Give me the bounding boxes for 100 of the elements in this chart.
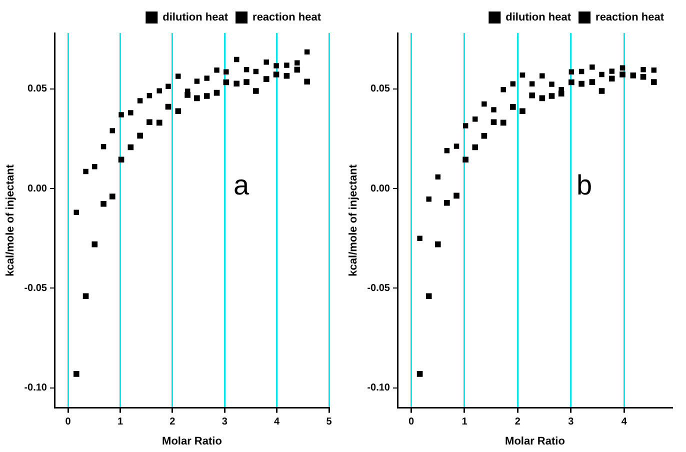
point <box>462 123 468 128</box>
y-tick-label: 0.05 <box>370 84 390 95</box>
x-tick-label: 5 <box>326 416 332 428</box>
point <box>472 144 478 150</box>
y-tick-label: -0.10 <box>367 382 390 394</box>
x-tick-label: 3 <box>568 416 574 428</box>
point <box>128 144 134 150</box>
x-tick-label: 3 <box>222 416 228 428</box>
point <box>284 72 290 79</box>
annotation: b <box>576 169 592 200</box>
y-tick-label: -0.05 <box>367 282 390 294</box>
point <box>175 108 182 114</box>
point <box>194 78 200 84</box>
point <box>444 148 450 154</box>
point <box>640 74 646 80</box>
y-tick-label: 0.00 <box>28 183 48 194</box>
point <box>304 78 310 85</box>
x-tick-label: 1 <box>117 416 124 428</box>
point <box>224 69 229 74</box>
x-tick-label: 2 <box>170 416 176 428</box>
point <box>100 200 106 207</box>
point <box>83 168 88 174</box>
point <box>529 81 535 86</box>
point <box>620 65 626 71</box>
legend-label: reaction heat <box>252 12 322 24</box>
point <box>651 79 657 85</box>
point <box>454 192 460 199</box>
point <box>92 164 98 170</box>
point <box>274 63 279 68</box>
point <box>539 95 546 102</box>
point <box>146 119 152 126</box>
point <box>253 68 259 74</box>
point <box>548 93 555 99</box>
y-tick-label: 0.05 <box>28 84 48 95</box>
point <box>223 79 230 86</box>
point <box>589 79 596 85</box>
point <box>578 80 584 87</box>
x-axis-title: Molar Ratio <box>162 435 222 448</box>
point <box>100 144 106 150</box>
point <box>156 88 162 94</box>
x-tick-label: 2 <box>514 416 521 428</box>
point <box>176 74 181 79</box>
point <box>500 87 506 92</box>
point <box>118 112 124 118</box>
point <box>156 120 162 126</box>
point <box>214 67 220 73</box>
point <box>184 88 190 94</box>
x-axis-title: Molar Ratio <box>505 435 566 448</box>
y-tick-label: -0.10 <box>24 382 48 394</box>
y-tick-label: 0.00 <box>370 183 390 194</box>
point <box>234 80 240 87</box>
legend-label: dilution heat <box>162 12 228 24</box>
y-tick-label: -0.05 <box>24 282 48 294</box>
point <box>263 76 270 82</box>
point <box>434 241 441 248</box>
point <box>82 293 89 300</box>
point <box>204 93 210 99</box>
point <box>529 92 535 98</box>
point <box>462 156 468 162</box>
point <box>416 371 423 377</box>
point <box>568 69 574 74</box>
point <box>118 156 124 162</box>
point <box>599 72 604 78</box>
point <box>481 132 488 139</box>
y-axis-title: kcal/mole of injectant <box>348 164 360 276</box>
legend-label: dilution heat <box>506 12 572 24</box>
point <box>609 68 614 74</box>
point <box>214 90 220 96</box>
legend-label: reaction heat <box>596 12 664 24</box>
point <box>490 119 497 126</box>
x-tick-label: 4 <box>621 416 628 428</box>
point <box>146 92 152 98</box>
point <box>92 241 98 248</box>
point <box>294 66 300 73</box>
x-tick-label: 1 <box>462 416 468 428</box>
point <box>482 101 487 107</box>
point <box>194 95 200 102</box>
point <box>74 210 80 216</box>
point <box>426 196 432 202</box>
point <box>510 104 516 110</box>
point <box>128 110 134 116</box>
point <box>630 72 636 78</box>
x-tick-label: 0 <box>408 416 415 428</box>
point <box>590 64 595 70</box>
point <box>491 107 496 112</box>
x-tick-label: 4 <box>274 416 280 428</box>
point <box>253 88 259 94</box>
point <box>454 144 460 149</box>
point <box>540 73 545 78</box>
point <box>426 293 432 300</box>
point <box>568 79 574 86</box>
point <box>137 98 143 104</box>
x-tick-label: 0 <box>65 416 72 428</box>
point <box>166 84 171 90</box>
point <box>620 72 626 78</box>
point <box>294 60 300 66</box>
point <box>435 174 441 180</box>
point <box>110 194 116 200</box>
point <box>204 76 210 81</box>
point <box>273 72 280 78</box>
